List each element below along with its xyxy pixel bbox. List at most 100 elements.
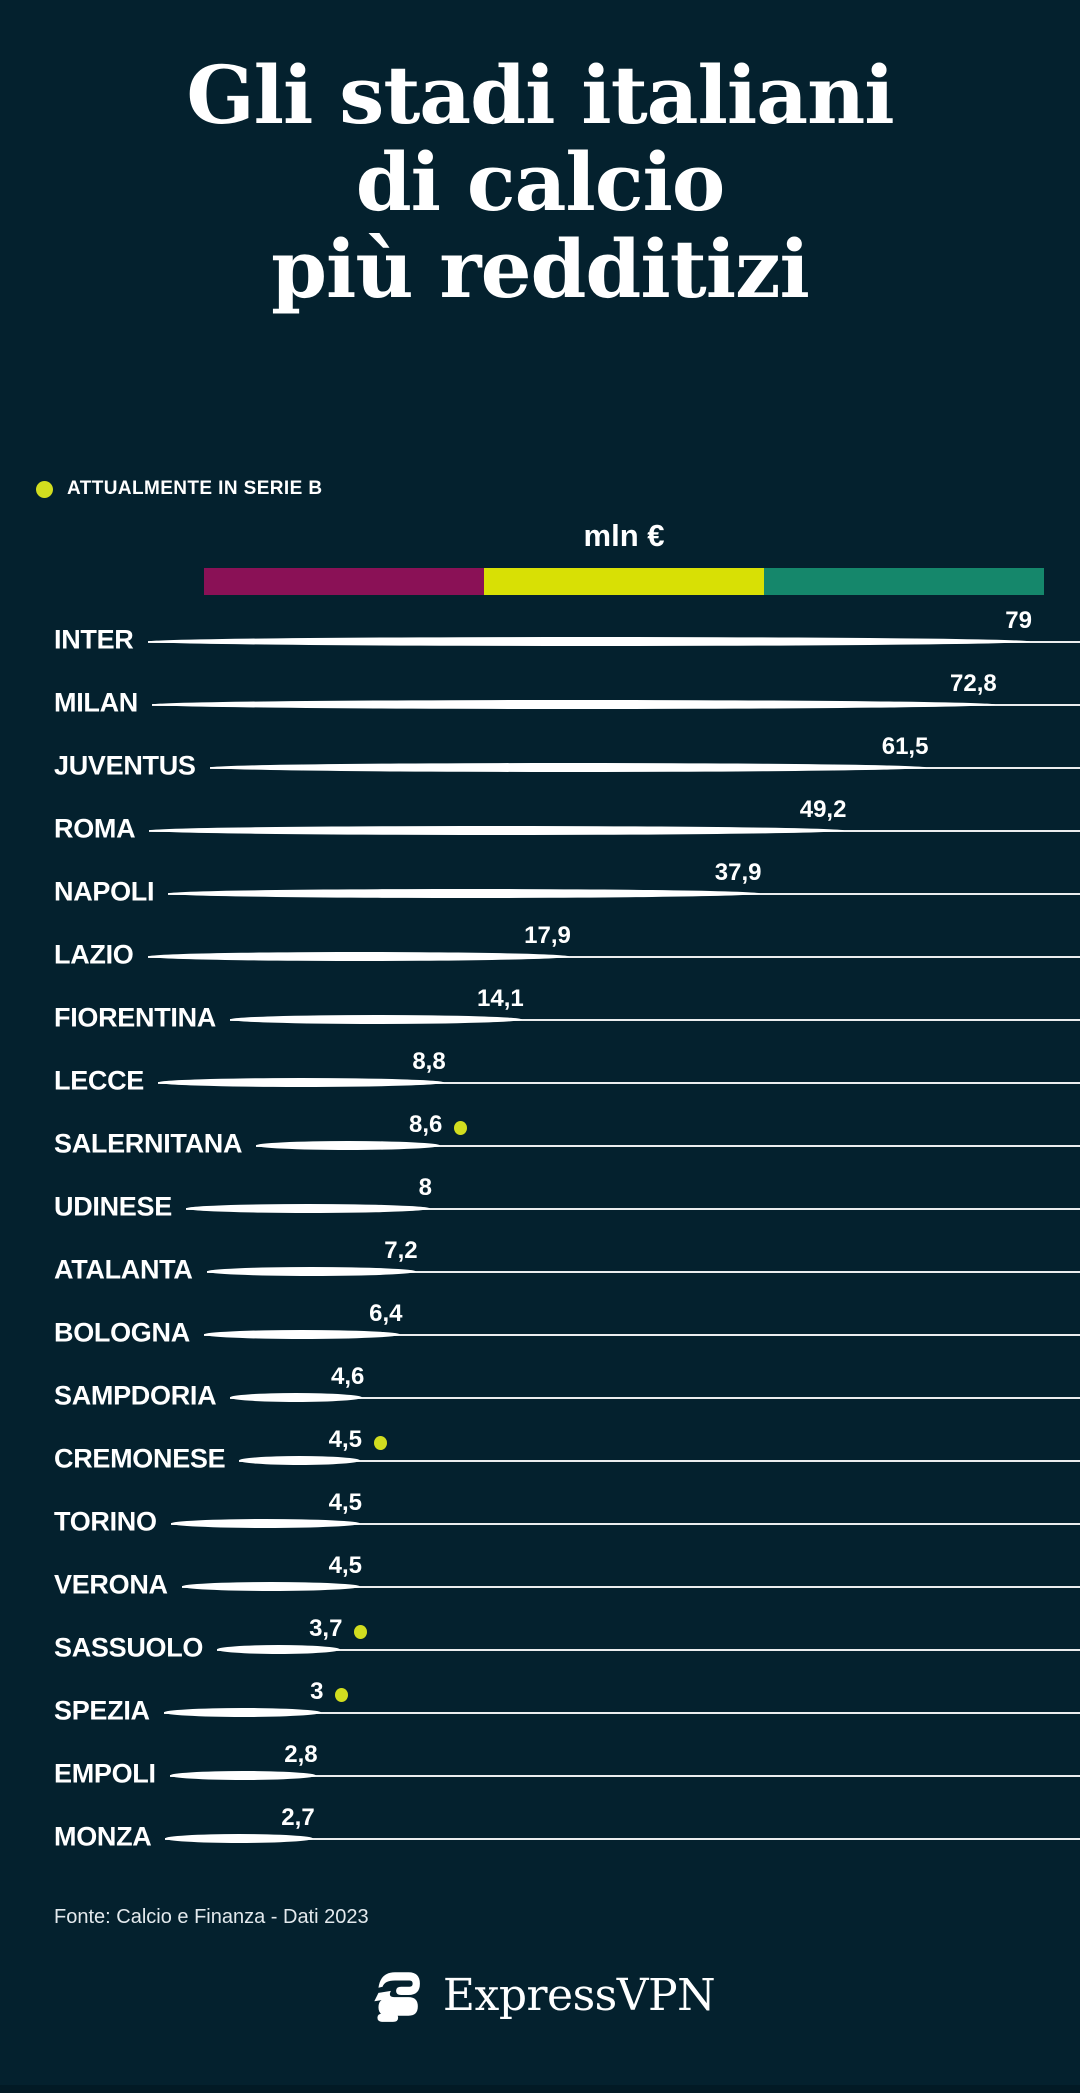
value-wedge-bar: [148, 637, 1030, 646]
team-label: INTER: [54, 624, 134, 655]
team-label: SAMPDORIA: [54, 1380, 217, 1411]
value-wedge-bar: [149, 826, 845, 835]
value-label: 3: [310, 1677, 324, 1705]
team-label: ATALANTA: [54, 1254, 193, 1285]
row-hairline: [165, 1837, 1080, 1840]
brand-name: ExpressVPN: [442, 1969, 716, 2021]
serie-b-dot-icon: [374, 1435, 388, 1450]
value-wedge-bar: [204, 1330, 401, 1339]
row-hairline: [256, 1144, 1080, 1147]
chart-row: ROMA 49,2: [0, 795, 1080, 862]
chart-row: INTER 79: [0, 607, 1080, 673]
team-label: SASSUOLO: [54, 1632, 204, 1663]
chart-row: NAPOLI 37,9: [0, 858, 1080, 925]
source-note: Fonte: Calcio e Finanza - Dati 2023: [54, 1906, 369, 1928]
chart-row: UDINESE 8: [0, 1174, 1080, 1240]
scale-bar-segment-magenta: [204, 568, 484, 595]
chart-row: JUVENTUS 61,5: [0, 732, 1080, 799]
brand-footer: ExpressVPN: [0, 1962, 1080, 2028]
row-hairline: [230, 1018, 1080, 1021]
row-hairline: [239, 1459, 1080, 1462]
value-wedge-bar: [230, 1015, 522, 1024]
value-label: 3,7: [309, 1614, 343, 1642]
value-label: 4,6: [330, 1362, 365, 1390]
row-hairline: [164, 1711, 1080, 1714]
title-line-2: di calcio: [355, 135, 726, 229]
value-label: 14,1: [477, 984, 524, 1012]
team-label: TORINO: [54, 1506, 157, 1537]
value-wedge-bar: [182, 1582, 361, 1591]
value-label: 61,5: [881, 732, 929, 760]
bottom-edge-strip: [0, 2085, 1080, 2093]
chart-row: LECCE 8,8: [0, 1047, 1080, 1114]
value-wedge-bar: [165, 1834, 313, 1843]
legend-label: ATTUALMENTE IN SERIE B: [67, 478, 323, 499]
chart-row: ATALANTA 7,2: [0, 1236, 1080, 1303]
chart-row: LAZIO 17,9: [0, 921, 1080, 988]
row-hairline: [158, 1081, 1080, 1084]
value-label: 6,4: [369, 1299, 403, 1327]
chart-row: SPEZIA 3: [0, 1677, 1080, 1744]
serie-b-dot-icon: [454, 1120, 468, 1135]
chart-row: CREMONESE 4,5: [0, 1426, 1080, 1492]
value-wedge-bar: [230, 1393, 363, 1402]
value-label: 17,9: [524, 921, 571, 949]
team-label: FIORENTINA: [54, 1002, 216, 1033]
scale-bar-segment-chartreuse: [484, 568, 764, 595]
page-title: Gli stadi italiani di calcio più redditi…: [0, 52, 1080, 313]
chart-row: SAMPDORIA 4,6: [0, 1362, 1080, 1429]
value-wedge-bar: [170, 1771, 316, 1780]
expressvpn-logo-icon: [374, 1972, 420, 2022]
value-wedge-bar: [168, 889, 760, 898]
value-label: 2,8: [284, 1740, 318, 1768]
value-label: 7,2: [384, 1236, 418, 1264]
row-hairline: [171, 1522, 1080, 1525]
chart-row: BOLOGNA 6,4: [0, 1299, 1080, 1366]
row-hairline: [148, 955, 1080, 958]
team-label: LECCE: [54, 1065, 145, 1096]
row-hairline: [182, 1585, 1080, 1588]
serie-b-legend-dot-icon: [36, 480, 53, 498]
serie-b-dot-icon: [335, 1687, 349, 1702]
team-label: MONZA: [54, 1821, 152, 1852]
value-label: 8,6: [408, 1110, 443, 1138]
row-hairline: [230, 1396, 1080, 1399]
value-wedge-bar: [256, 1141, 441, 1150]
legend: ATTUALMENTE IN SERIE B: [36, 478, 322, 500]
chart-row: MONZA 2,7: [0, 1803, 1080, 1870]
row-hairline: [186, 1207, 1080, 1210]
value-label: 37,9: [714, 858, 762, 886]
row-hairline: [207, 1270, 1080, 1273]
value-wedge-bar: [210, 763, 927, 772]
value-wedge-bar: [217, 1645, 341, 1654]
value-label: 8,8: [412, 1047, 446, 1075]
value-label: 4,5: [328, 1551, 363, 1579]
chart-row: FIORENTINA 14,1: [0, 984, 1080, 1051]
value-label: 72,8: [950, 669, 997, 697]
chart-row: SASSUOLO 3,7: [0, 1614, 1080, 1681]
team-label: MILAN: [54, 687, 138, 718]
value-label: 2,7: [281, 1803, 315, 1831]
chart-rows: INTER 79 MILAN 72,8 JUVENTUS 61,5 ROMA 49,2 NAPO…: [0, 607, 1080, 1870]
value-wedge-bar: [239, 1456, 361, 1465]
team-label: UDINESE: [54, 1191, 172, 1222]
scale-bar-segment-teal: [764, 568, 1044, 595]
team-label: NAPOLI: [54, 876, 155, 907]
team-label: JUVENTUS: [54, 750, 196, 781]
unit-label: mln €: [583, 518, 665, 553]
value-wedge-bar: [148, 952, 569, 961]
team-label: ROMA: [54, 813, 136, 844]
chart-row: MILAN 72,8: [0, 669, 1080, 736]
serie-b-dot-icon: [354, 1624, 368, 1639]
team-label: EMPOLI: [54, 1758, 156, 1789]
value-wedge-bar: [164, 1708, 322, 1717]
chart-row: SALERNITANA 8,6: [0, 1110, 1080, 1177]
chart-row: EMPOLI 2,8: [0, 1740, 1080, 1807]
row-hairline: [204, 1333, 1080, 1336]
title-line-3: più redditizi: [271, 222, 810, 316]
title-line-1: Gli stadi italiani: [186, 48, 894, 142]
team-label: VERONA: [54, 1569, 168, 1600]
scale-color-bar: [204, 568, 1044, 595]
value-label: 49,2: [799, 795, 847, 823]
